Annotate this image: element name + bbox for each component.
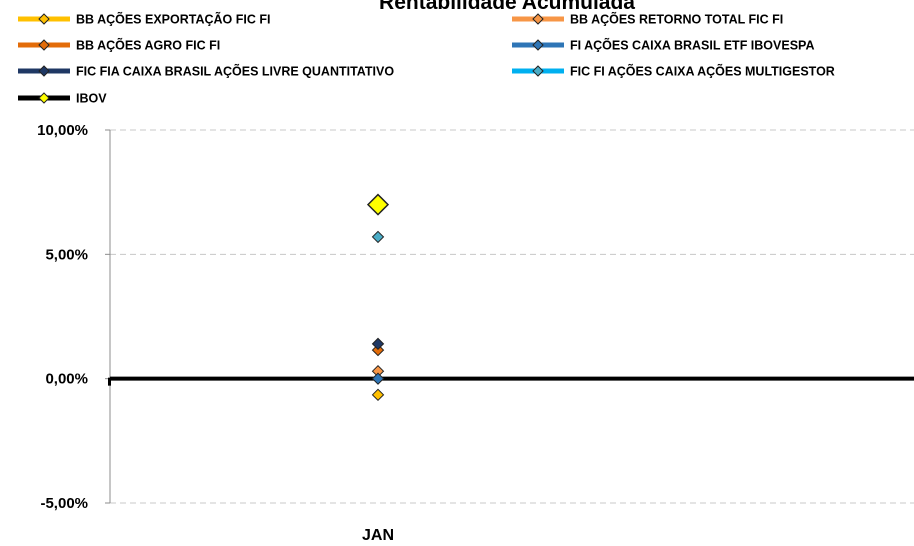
legend-label: FIC FI AÇÕES CAIXA AÇÕES MULTIGESTOR (570, 64, 835, 79)
point-fi-acoes-caixa-brasil-etf-ibovespa (371, 372, 385, 385)
gridlines (110, 129, 914, 504)
point-bb-acoes-exportacao-fic-fi (371, 388, 385, 402)
data-marks (366, 193, 390, 402)
point-fic-fia-caixa-brasil-acoes-livre-quantitativo (371, 337, 385, 351)
y-tick-label: 10,00% (37, 122, 88, 139)
legend-entry-fic-fia-caixa-brasil-acoes-livre-quantitativo: FIC FIA CAIXA BRASIL AÇÕES LIVRE QUANTIT… (18, 64, 394, 79)
point-fic-fi-acoes-caixa-acoes-multigestor (371, 230, 385, 244)
legend-entry-ibov: IBOV (18, 92, 107, 106)
x-category-label: JAN (362, 527, 394, 544)
legend-label: BB AÇÕES RETORNO TOTAL FIC FI (570, 12, 783, 27)
legend-label: FIC FIA CAIXA BRASIL AÇÕES LIVRE QUANTIT… (76, 64, 394, 79)
legend-entry-fic-fi-acoes-caixa-acoes-multigestor: FIC FI AÇÕES CAIXA AÇÕES MULTIGESTOR (512, 64, 835, 79)
legend-marker (532, 65, 544, 77)
legend-entry-bb-acoes-exportacao-fic-fi: BB AÇÕES EXPORTAÇÃO FIC FI (18, 12, 270, 27)
legend-entry-bb-acoes-retorno-total-fic-fi: BB AÇÕES RETORNO TOTAL FIC FI (512, 12, 783, 27)
legend-marker (38, 13, 50, 25)
legend-entry-fi-acoes-caixa-brasil-etf-ibovespa: FI AÇÕES CAIXA BRASIL ETF IBOVESPA (512, 38, 814, 53)
legend-label: BB AÇÕES EXPORTAÇÃO FIC FI (76, 12, 270, 27)
point-ibov (366, 193, 390, 216)
baseline-tick (108, 377, 111, 386)
y-tick-labels: -5,00% 0,00% 5,00% 10,00% (37, 122, 88, 512)
legend-marker (38, 39, 50, 51)
legend-label: BB AÇÕES AGRO FIC FI (76, 38, 220, 53)
legend-marker (38, 65, 50, 77)
legend-label: IBOV (76, 92, 107, 106)
legend-marker (532, 13, 544, 25)
y-tick-label: 0,00% (45, 371, 88, 388)
point-bb-acoes-agro-fic-fi (371, 343, 385, 357)
axes (105, 129, 914, 504)
legend-entry-bb-acoes-agro-fic-fi: BB AÇÕES AGRO FIC FI (18, 38, 220, 53)
legend-marker (38, 92, 50, 104)
y-tick-label: -5,00% (40, 495, 88, 512)
x-category-labels: JAN (362, 527, 394, 544)
legend-label: FI AÇÕES CAIXA BRASIL ETF IBOVESPA (570, 38, 814, 53)
legend: BB AÇÕES EXPORTAÇÃO FIC FI BB AÇÕES RETOR… (18, 12, 835, 106)
y-tick-label: 5,00% (45, 246, 88, 263)
legend-marker (532, 39, 544, 51)
chart-title: Rentabilidade Acumulada (379, 0, 635, 14)
